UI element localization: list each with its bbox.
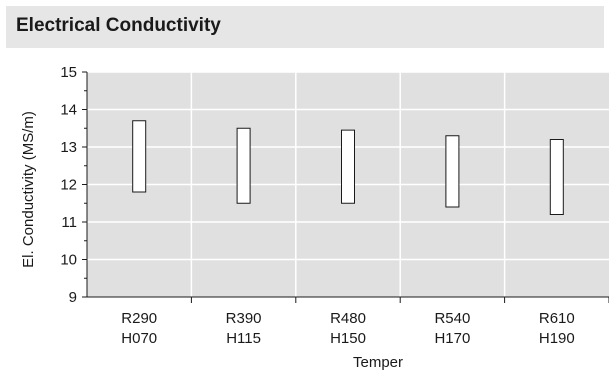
- chart-title: Electrical Conductivity: [16, 15, 221, 36]
- y-tick-label: 15: [60, 64, 77, 81]
- y-axis-title: El. Conductivity (MS/m): [20, 111, 37, 268]
- range-bar: [236, 127, 251, 204]
- x-axis-title: Temper: [353, 354, 403, 371]
- chart-title-bar: Electrical Conductivity: [6, 6, 604, 48]
- x-tick-label-2: H150: [330, 330, 366, 347]
- range-bars: [132, 120, 564, 215]
- x-tick-label-2: H170: [434, 330, 470, 347]
- x-tick-label-2: H190: [539, 330, 575, 347]
- range-bar: [549, 139, 564, 215]
- x-tick-label: R290: [121, 310, 157, 327]
- axes: [82, 71, 609, 303]
- y-tick-label: 13: [60, 139, 77, 156]
- x-tick-label-2: H070: [121, 330, 157, 347]
- y-tick-label: 12: [60, 177, 77, 194]
- x-tick-label: R540: [434, 310, 470, 327]
- y-tick-label: 14: [60, 102, 77, 119]
- y-tick-label: 11: [61, 214, 77, 231]
- x-tick-label: R390: [226, 310, 262, 327]
- x-tick-label: R480: [330, 310, 366, 327]
- x-tick-label: R610: [539, 310, 575, 327]
- y-tick-label: 9: [69, 289, 77, 306]
- range-bar: [341, 129, 355, 204]
- range-bar: [445, 135, 460, 208]
- tick-labels: 9 10 11 12 13 14 15 R290 H070 R390 H115 R480 H150 R54…: [60, 64, 574, 347]
- x-tick-label-2: H115: [226, 330, 261, 347]
- y-tick-label: 10: [60, 252, 77, 269]
- range-bar: [132, 120, 147, 193]
